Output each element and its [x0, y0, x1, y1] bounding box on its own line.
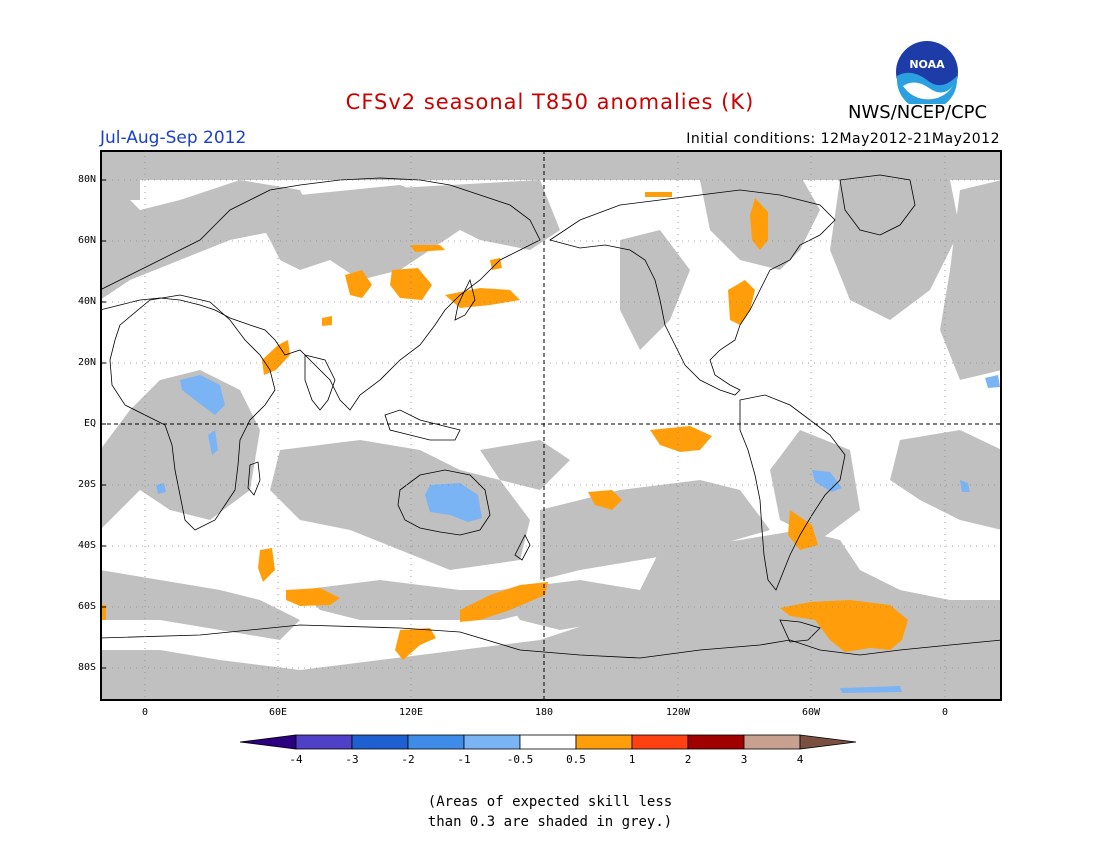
lon-label-60e: 60E: [268, 707, 288, 718]
lat-label-60n: 60N: [77, 235, 96, 246]
lon-label-120w: 120W: [665, 707, 691, 718]
colorbar-box: [631, 734, 689, 750]
coastlines: [100, 174, 1002, 659]
grid-lines: [100, 150, 1002, 701]
initial-conditions-label: Initial conditions: 12May2012-21May2012: [686, 131, 1000, 147]
colorbar-box: [519, 734, 577, 750]
colorbar-box: [575, 734, 633, 750]
colorbar-boxes: [239, 734, 857, 750]
logo-text: NOAA: [909, 58, 945, 71]
anomaly-map: [100, 150, 1002, 701]
colorbar-tick-label: 4: [796, 753, 804, 766]
colorbar-tick-label: 1: [628, 753, 636, 766]
lon-label-0: 0: [141, 707, 149, 718]
lon-label-180: 180: [534, 707, 554, 718]
colorbar-tick-label: 3: [740, 753, 748, 766]
lat-label-60s: 60S: [77, 601, 96, 612]
map-title: CFSv2 seasonal T850 anomalies (K): [345, 90, 755, 114]
season-label: Jul-Aug-Sep 2012: [100, 128, 247, 148]
lat-label-40n: 40N: [77, 296, 96, 307]
lat-ticks: [100, 179, 106, 669]
colorbar-box: [407, 734, 465, 750]
colorbar-box: [463, 734, 521, 750]
map-svg: [100, 150, 1002, 701]
colorbar-box: [351, 734, 409, 750]
organization-label: NWS/NCEP/CPC: [848, 102, 988, 123]
colorbar-tick-label: -0.5: [506, 753, 534, 766]
lat-label-80s: 80S: [77, 662, 96, 673]
map-frame: [100, 150, 1002, 701]
lat-label-40s: 40S: [77, 540, 96, 551]
colorbar-box: [687, 734, 745, 750]
lat-label-20s: 20S: [77, 479, 96, 490]
negative-anomaly-regions: [156, 375, 1000, 693]
lon-label-0-east: 0: [941, 707, 949, 718]
lat-label-eq: EQ: [83, 418, 96, 429]
lat-label-80n: 80N: [77, 174, 96, 185]
skill-note: (Areas of expected skill less than 0.3 a…: [0, 792, 1100, 832]
colorbar-box: [295, 734, 353, 750]
noaa-logo: NOAA: [896, 41, 958, 104]
positive-anomaly-regions: [100, 192, 908, 660]
colorbar-tick-label: -1: [457, 753, 471, 766]
lat-label-20n: 20N: [77, 357, 96, 368]
colorbar-tick-label: -3: [345, 753, 359, 766]
colorbar-tick-label: 2: [684, 753, 692, 766]
colorbar-tick-label: 0.5: [566, 753, 586, 766]
skill-note-line-2: than 0.3 are shaded in grey.): [427, 814, 673, 830]
colorbar-tick-label: -4: [289, 753, 303, 766]
colorbar-arrow-left: [239, 734, 297, 750]
skill-note-line-1: (Areas of expected skill less: [427, 794, 673, 810]
lon-label-120e: 120E: [398, 707, 424, 718]
colorbar-box: [743, 734, 801, 750]
colorbar-tick-label: -2: [401, 753, 415, 766]
colorbar-arrow-right: [799, 734, 857, 750]
lon-label-60w: 60W: [801, 707, 821, 718]
